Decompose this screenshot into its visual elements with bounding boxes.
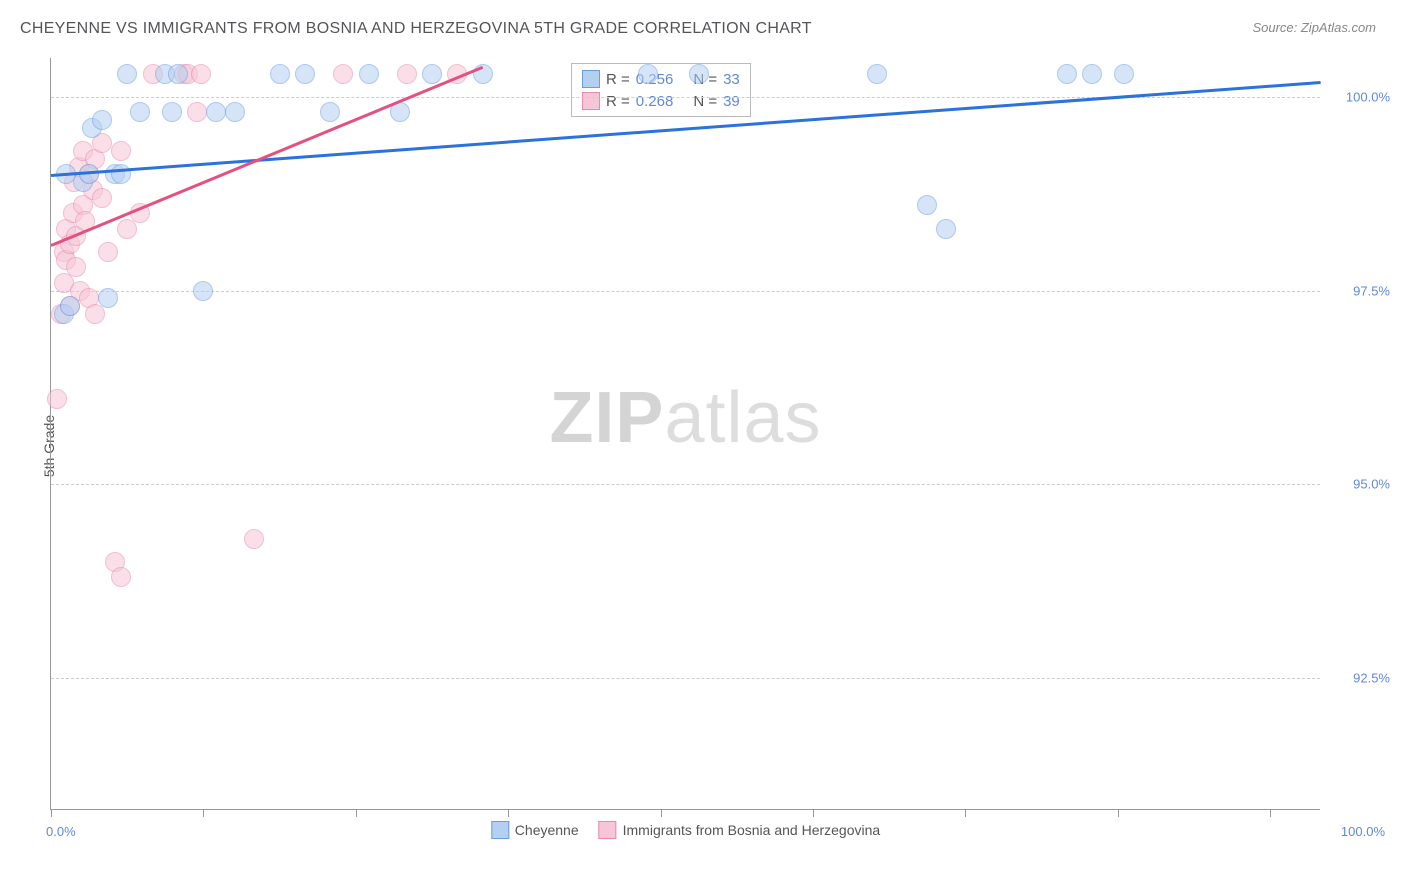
plot-area: ZIPatlas R = 0.256 N = 33 R = 0.268 N = … (50, 58, 1320, 810)
x-min-label: 0.0% (46, 824, 76, 839)
y-tick-label: 95.0% (1330, 477, 1390, 492)
data-point (168, 64, 188, 84)
data-point (295, 64, 315, 84)
x-max-label: 100.0% (1341, 824, 1385, 839)
x-tick (813, 809, 814, 817)
x-tick (51, 809, 52, 817)
data-point (422, 64, 442, 84)
data-point (111, 141, 131, 161)
data-point (47, 389, 67, 409)
data-point (206, 102, 226, 122)
data-point (193, 281, 213, 301)
data-point (187, 102, 207, 122)
data-point (92, 188, 112, 208)
r-label: R = (606, 93, 630, 110)
chart-container: CHEYENNE VS IMMIGRANTS FROM BOSNIA AND H… (0, 0, 1406, 892)
r-value-2: 0.268 (636, 93, 674, 110)
gridline (51, 291, 1320, 292)
data-point (130, 102, 150, 122)
data-point (689, 64, 709, 84)
chart-title: CHEYENNE VS IMMIGRANTS FROM BOSNIA AND H… (20, 20, 812, 38)
gridline (51, 678, 1320, 679)
legend-item-1: Cheyenne (491, 821, 579, 839)
x-tick (1270, 809, 1271, 817)
legend-item-2: Immigrants from Bosnia and Herzegovina (599, 821, 881, 839)
legend-row-1: R = 0.256 N = 33 (582, 68, 740, 90)
data-point (333, 64, 353, 84)
data-point (162, 102, 182, 122)
x-tick (203, 809, 204, 817)
legend-label-1: Cheyenne (515, 822, 579, 838)
n-value-2: 39 (723, 93, 740, 110)
data-point (867, 64, 887, 84)
gridline (51, 484, 1320, 485)
data-point (397, 64, 417, 84)
source-label: Source: ZipAtlas.com (1252, 20, 1376, 35)
data-point (1114, 64, 1134, 84)
data-point (320, 102, 340, 122)
data-point (66, 257, 86, 277)
x-tick (356, 809, 357, 817)
legend-label-2: Immigrants from Bosnia and Herzegovina (623, 822, 881, 838)
data-point (111, 567, 131, 587)
legend-swatch-1 (582, 70, 600, 88)
data-point (60, 296, 80, 316)
data-point (117, 64, 137, 84)
x-tick (661, 809, 662, 817)
data-point (270, 64, 290, 84)
y-tick-label: 97.5% (1330, 283, 1390, 298)
data-point (917, 195, 937, 215)
y-tick-label: 92.5% (1330, 671, 1390, 686)
legend-swatch-2 (582, 92, 600, 110)
data-point (638, 64, 658, 84)
data-point (79, 164, 99, 184)
data-point (92, 110, 112, 130)
data-point (98, 242, 118, 262)
y-tick-label: 100.0% (1330, 89, 1390, 104)
legend-swatch-cheyenne (491, 821, 509, 839)
data-point (111, 164, 131, 184)
data-point (98, 288, 118, 308)
r-label: R = (606, 71, 630, 88)
n-value-1: 33 (723, 71, 740, 88)
watermark: ZIPatlas (549, 377, 821, 459)
n-label: N = (693, 93, 717, 110)
data-point (191, 64, 211, 84)
series-legend: Cheyenne Immigrants from Bosnia and Herz… (491, 821, 880, 839)
data-point (1057, 64, 1077, 84)
data-point (1082, 64, 1102, 84)
x-tick (965, 809, 966, 817)
x-tick (1118, 809, 1119, 817)
data-point (244, 529, 264, 549)
x-tick (508, 809, 509, 817)
data-point (936, 219, 956, 239)
data-point (225, 102, 245, 122)
legend-row-2: R = 0.268 N = 39 (582, 90, 740, 112)
correlation-legend: R = 0.256 N = 33 R = 0.268 N = 39 (571, 63, 751, 117)
data-point (359, 64, 379, 84)
legend-swatch-bosnia (599, 821, 617, 839)
